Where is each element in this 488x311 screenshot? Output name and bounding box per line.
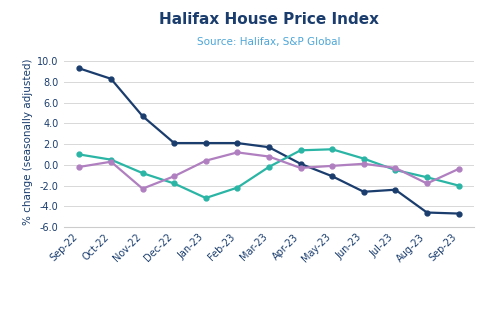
- Line: 3 Month on 3 Month
% Change: 3 Month on 3 Month % Change: [77, 147, 460, 200]
- 3 Month on 3 Month
% Change: [203, 196, 208, 200]
- 3 Month on 3 Month
% Change: [108, 158, 114, 161]
- 3 Month on 3 Month
% Change: [234, 186, 240, 189]
- 3 Month on 3 Month
% Change: [360, 157, 366, 160]
- Annual % Change: [328, 174, 334, 178]
- Annual % Change: [265, 145, 271, 149]
- 3 Month on 3 Month
% Change: [76, 153, 82, 156]
- Annual % Change: [391, 188, 397, 192]
- Annual % Change: [234, 141, 240, 145]
- Monthly % Change: [76, 165, 82, 169]
- Monthly % Change: [360, 162, 366, 166]
- 3 Month on 3 Month
% Change: [297, 148, 303, 152]
- Text: Source: Halifax, S&P Global: Source: Halifax, S&P Global: [197, 37, 340, 47]
- Monthly % Change: [203, 159, 208, 163]
- Monthly % Change: [140, 187, 145, 191]
- Line: Monthly % Change: Monthly % Change: [77, 150, 460, 191]
- Annual % Change: [423, 211, 429, 214]
- Monthly % Change: [455, 167, 461, 171]
- Annual % Change: [108, 77, 114, 81]
- Annual % Change: [140, 114, 145, 118]
- 3 Month on 3 Month
% Change: [391, 168, 397, 172]
- Annual % Change: [203, 141, 208, 145]
- Monthly % Change: [297, 166, 303, 170]
- Monthly % Change: [328, 164, 334, 168]
- 3 Month on 3 Month
% Change: [171, 182, 177, 185]
- Annual % Change: [455, 212, 461, 216]
- 3 Month on 3 Month
% Change: [423, 175, 429, 179]
- 3 Month on 3 Month
% Change: [328, 147, 334, 151]
- Monthly % Change: [391, 166, 397, 170]
- Y-axis label: % change (seasonally adjusted): % change (seasonally adjusted): [23, 58, 33, 225]
- Annual % Change: [360, 190, 366, 194]
- Monthly % Change: [423, 182, 429, 185]
- Line: Annual % Change: Annual % Change: [77, 66, 460, 216]
- Monthly % Change: [108, 160, 114, 164]
- Monthly % Change: [234, 151, 240, 154]
- Annual % Change: [171, 141, 177, 145]
- 3 Month on 3 Month
% Change: [140, 171, 145, 175]
- Annual % Change: [297, 162, 303, 166]
- 3 Month on 3 Month
% Change: [455, 184, 461, 188]
- Text: Halifax House Price Index: Halifax House Price Index: [159, 12, 378, 27]
- Monthly % Change: [265, 155, 271, 158]
- Annual % Change: [76, 67, 82, 70]
- Monthly % Change: [171, 174, 177, 178]
- 3 Month on 3 Month
% Change: [265, 165, 271, 169]
